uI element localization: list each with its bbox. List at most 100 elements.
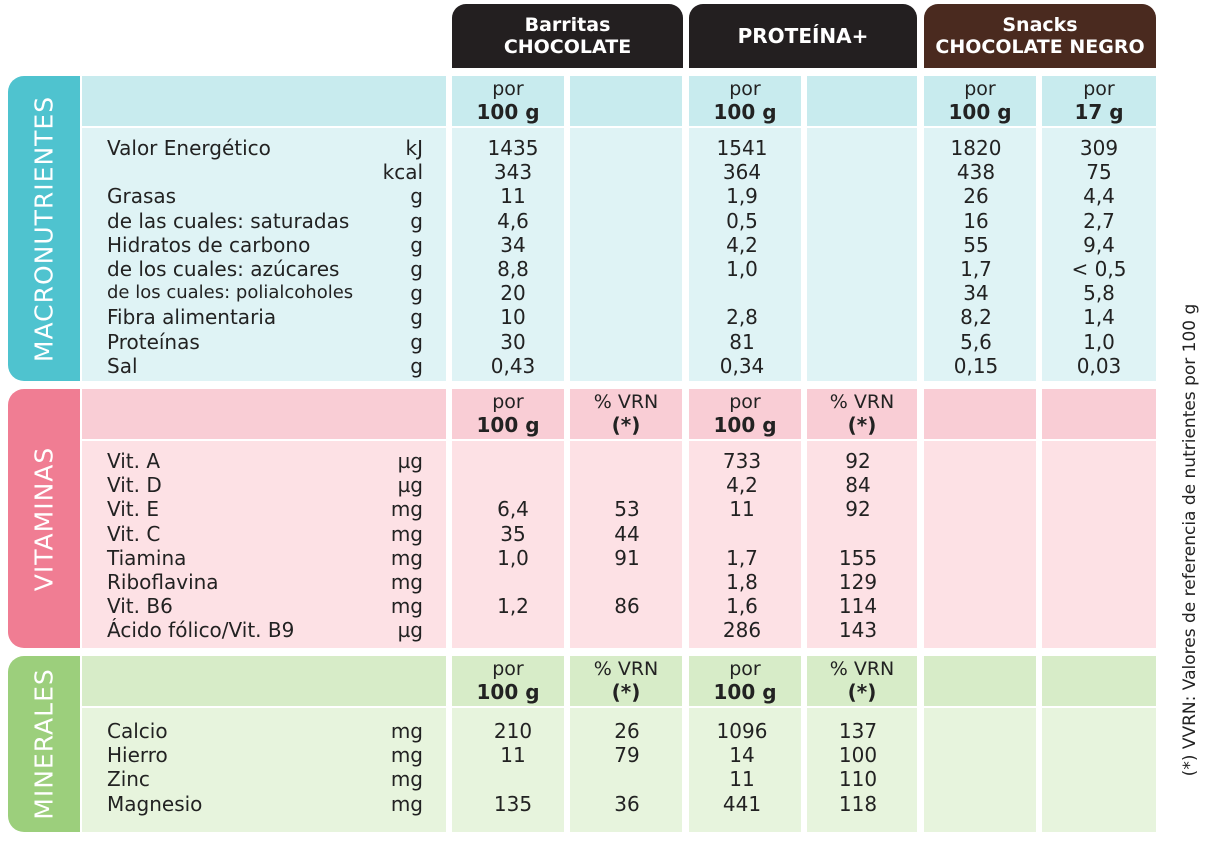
nutrient-unit: mg: [390, 767, 423, 792]
column-header-bottom: 100 g: [476, 413, 540, 437]
header-cell: [807, 76, 917, 126]
column-header: por 100 g: [689, 391, 801, 437]
nutrient-value: 8,2: [960, 305, 992, 330]
nutrient-value: 2,8: [726, 305, 758, 330]
nutrient-value: 26: [963, 184, 989, 209]
product-name: PROTEÍNA+: [737, 24, 869, 48]
nutrient-value: 0,34: [719, 353, 765, 378]
nutrient-value: 11: [729, 497, 755, 522]
nutrient-name: de los cuales: polialcoholes: [107, 282, 354, 304]
nutrient-value: 75: [1086, 160, 1112, 185]
nutrient-unit: g: [410, 305, 423, 330]
column-header: por 100 g: [452, 78, 564, 124]
nutrient-value: 30: [500, 329, 526, 354]
body-cell: [452, 128, 564, 381]
column-header: % VRN (*): [807, 391, 917, 437]
nutrient-name: Proteínas: [107, 329, 200, 354]
header-cell: [807, 389, 917, 439]
column-header: por 100 g: [452, 391, 564, 437]
column-header-top: % VRN: [593, 658, 659, 680]
product-header-barritas: Barritas CHOCOLATE: [452, 4, 683, 68]
nutrient-name: Vit. B6: [107, 594, 173, 619]
nutrient-value: 1,4: [1083, 305, 1115, 330]
nutrient-value: 0,15: [953, 353, 999, 378]
nutrient-name: Riboflavina: [107, 570, 219, 594]
nutrient-name: Vit. C: [107, 521, 161, 546]
nutrient-value: 143: [838, 618, 878, 643]
nutrient-value: 6,4: [497, 497, 529, 522]
nutrient-value: 137: [838, 719, 878, 743]
nutrient-value: 92: [845, 449, 871, 473]
body-cell: [452, 708, 564, 832]
nutrient-value: 20: [500, 281, 526, 306]
nutrient-unit: mg: [390, 521, 423, 546]
nutrient-name: Valor Energético: [107, 136, 271, 160]
nutrient-name: Vit. D: [107, 473, 162, 498]
nutrient-unit: mg: [390, 594, 423, 619]
nutrient-unit: µg: [397, 449, 423, 473]
column-header: % VRN (*): [807, 658, 917, 704]
column-header-bottom: 100 g: [476, 100, 540, 124]
nutrient-unit: g: [410, 232, 423, 257]
body-cell: [689, 441, 801, 648]
nutrient-value: 26: [614, 719, 640, 743]
nutrient-value: 4,6: [497, 208, 529, 233]
nutrient-value: 135: [493, 791, 533, 816]
min-section-label: MINERALES: [29, 668, 59, 820]
nutrient-value: 1,2: [497, 594, 529, 619]
nutrient-value: 11: [500, 184, 526, 209]
body-cell: [82, 128, 446, 381]
nutrient-name: Calcio: [107, 719, 168, 743]
header-cell: [82, 656, 446, 706]
nutrient-unit: µg: [397, 473, 423, 498]
nutrient-name: Vit. A: [107, 449, 161, 473]
nutrient-name: Sal: [107, 353, 138, 378]
nutrient-value: 733: [722, 449, 762, 473]
nutrient-unit: mg: [390, 570, 423, 594]
column-header-top: por: [1083, 78, 1115, 100]
nutrient-value: 364: [722, 160, 762, 185]
body-cell: [924, 708, 1036, 832]
body-cell: [807, 441, 917, 648]
column-header: por 100 g: [452, 658, 564, 704]
nutrient-value: 118: [838, 791, 878, 816]
nutrient-value: 79: [614, 743, 640, 768]
column-header-bottom: 100 g: [713, 413, 777, 437]
header-cell: [452, 76, 564, 126]
nutrient-value: 110: [838, 767, 878, 792]
column-header-top: % VRN: [829, 658, 895, 680]
footnote: (*) VVRN: Valores de referencia de nutri…: [1180, 303, 1200, 777]
nutrient-name: Vit. E: [107, 497, 159, 522]
nutrient-value: 1,8: [726, 570, 758, 594]
nutrient-unit: mg: [390, 791, 423, 816]
column-header-top: % VRN: [829, 391, 895, 413]
column-header-top: por: [964, 78, 996, 100]
nutrient-value: 2,7: [1083, 208, 1115, 233]
column-header: por 100 g: [689, 78, 801, 124]
body-cell: [1042, 128, 1156, 381]
body-cell: [689, 708, 801, 832]
nutrient-value: 1435: [487, 136, 539, 160]
nutrient-value: 210: [493, 719, 533, 743]
nutrient-value: 44: [614, 521, 640, 546]
nutrient-value: 1,7: [960, 257, 992, 281]
nutrient-value: 343: [493, 160, 533, 185]
body-cell: [570, 128, 682, 381]
column-header-bottom: (*): [611, 680, 641, 704]
nutrient-value: 1,7: [726, 545, 758, 570]
macro-band: [8, 76, 80, 381]
vit-section-label: VITAMINAS: [29, 446, 59, 591]
nutrient-value: 0,43: [490, 353, 536, 378]
nutrient-name: de las cuales: saturadas: [107, 208, 350, 233]
header-cell: [807, 656, 917, 706]
column-header-bottom: 100 g: [948, 100, 1012, 124]
header-cell: [452, 389, 564, 439]
nutrient-value: 9,4: [1083, 232, 1115, 257]
nutrient-value: 92: [845, 497, 871, 522]
nutrient-value: 1,0: [1083, 329, 1115, 354]
nutrient-value: 4,4: [1083, 184, 1115, 209]
nutrient-value: 53: [614, 497, 640, 522]
body-cell: [570, 708, 682, 832]
header-cell: [570, 656, 682, 706]
column-header-top: por: [492, 391, 524, 413]
